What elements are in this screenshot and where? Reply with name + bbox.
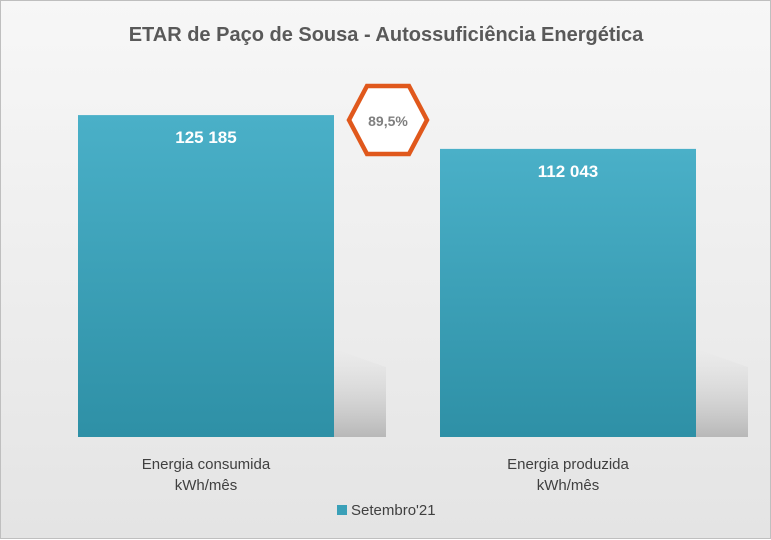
bar-data-label: 112 043 [538,162,599,181]
autossuficiencia-percentage: 89,5% [368,113,408,129]
category-label: Energia consumida [142,456,271,473]
percentage-badge: 89,5% [346,83,430,157]
category-label: kWh/mês [175,477,238,494]
bar-data-label: 125 185 [175,128,236,147]
bar-shadow [334,349,386,437]
legend-label: Setembro'21 [351,502,436,519]
bar-energia-consumida [78,115,334,438]
category-label: kWh/mês [537,477,600,494]
bar-energia-produzida [440,148,696,437]
category-label: Energia produzida [507,456,629,473]
chart-title: ETAR de Paço de Sousa - Autossuficiência… [129,24,644,46]
bar-shadow [696,349,748,437]
legend: Setembro'21 [337,502,436,519]
hexagon-badge-icon [346,83,430,157]
legend-swatch [337,505,347,515]
